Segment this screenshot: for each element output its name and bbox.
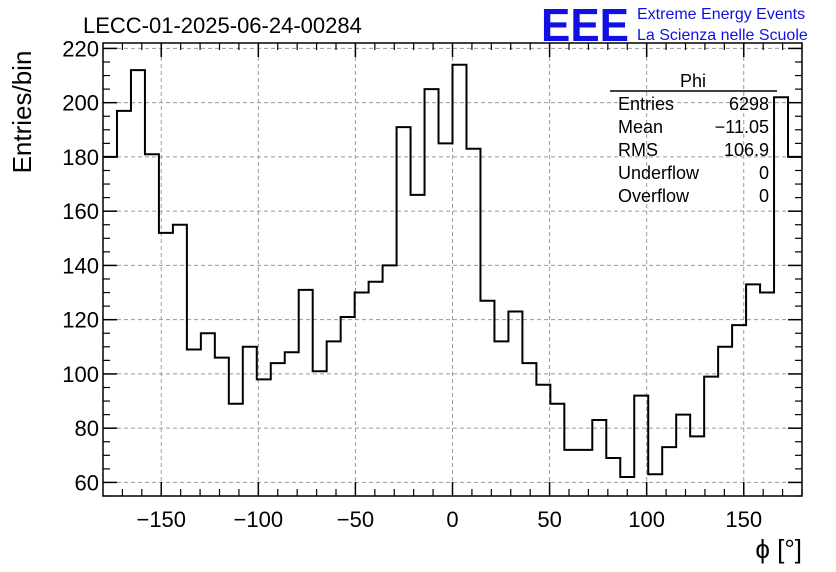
stat-value-mean: −11.05	[715, 117, 769, 137]
stat-value-rms: 106.9	[724, 140, 769, 160]
stat-value-entries: 6298	[729, 94, 769, 114]
y-tick-label: 140	[62, 253, 99, 278]
x-tick-label: 0	[446, 507, 458, 532]
stat-label-entries: Entries	[618, 94, 674, 114]
y-tick-label: 120	[62, 308, 99, 333]
plot-frame	[102, 42, 803, 497]
eee-logo: EEE Extreme Energy Events La Scienza nel…	[541, 0, 808, 51]
x-tick-label: −150	[136, 507, 186, 532]
y-tick-label: 180	[62, 145, 99, 170]
plot-title: LECC-01-2025-06-24-00284	[83, 13, 362, 38]
logo-line-2: La Scienza nelle Scuole	[637, 27, 808, 44]
x-tick-label: −100	[234, 507, 284, 532]
y-tick-label: 80	[75, 416, 99, 441]
x-tick-label: 100	[628, 507, 665, 532]
logo-line-1: Extreme Energy Events	[637, 6, 805, 23]
x-axis-title: ϕ [°]	[755, 534, 802, 564]
stat-label-underflow: Underflow	[618, 163, 700, 183]
y-tick-label: 100	[62, 362, 99, 387]
y-tick-label: 160	[62, 199, 99, 224]
y-tick-label: 220	[62, 36, 99, 61]
axis-ticks	[103, 43, 803, 497]
stats-box: Phi Entries 6298 Mean −11.05 RMS 106.9 U…	[610, 71, 777, 206]
y-tick-label: 200	[62, 91, 99, 116]
x-tick-label: 150	[725, 507, 762, 532]
stat-label-rms: RMS	[618, 140, 658, 160]
stat-value-overflow: 0	[759, 186, 769, 206]
logo-mark: EEE	[541, 0, 629, 51]
histogram-series	[103, 63, 802, 479]
x-tick-label: −50	[337, 507, 374, 532]
y-tick-label: 60	[75, 470, 99, 495]
y-axis-title: Entries/bin	[7, 51, 37, 174]
stat-label-overflow: Overflow	[618, 186, 690, 206]
x-tick-label: 50	[537, 507, 561, 532]
stats-name: Phi	[680, 71, 706, 91]
stat-label-mean: Mean	[618, 117, 663, 137]
tick-labels: −150 −100 −50 0 50 100 150 60 80 100 120 140 160 180 2…	[62, 36, 762, 532]
stat-value-underflow: 0	[759, 163, 769, 183]
